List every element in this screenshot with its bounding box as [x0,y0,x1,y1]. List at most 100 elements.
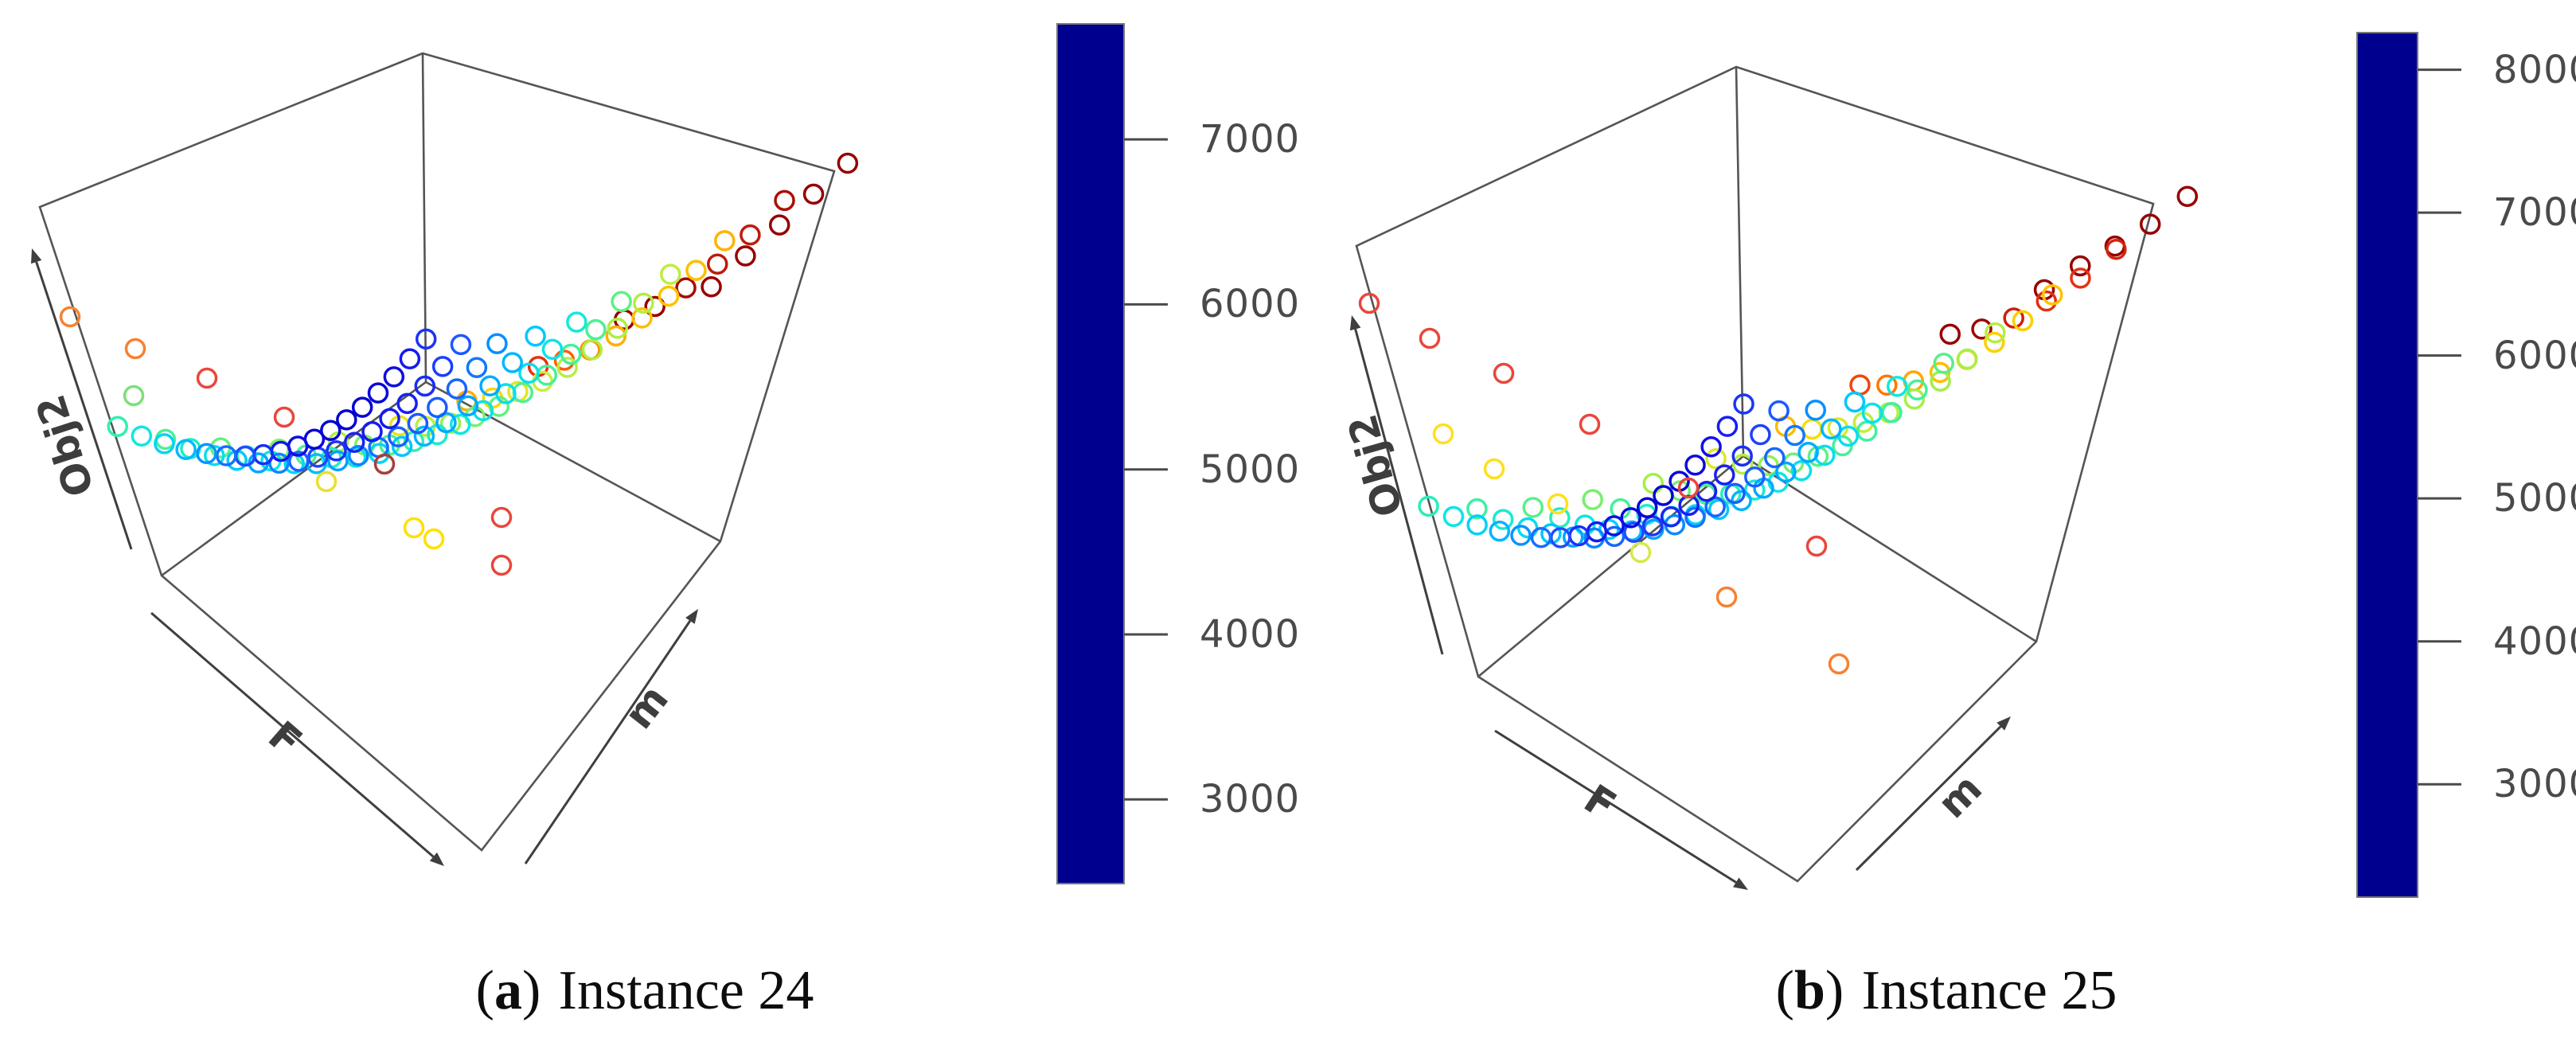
data-point [1733,393,1754,415]
plot-box-outline [38,52,836,852]
data-point [343,431,365,453]
data-point [1582,489,1603,510]
data-point [740,224,761,246]
data-point [351,396,373,418]
data-point [1821,418,1842,440]
axis-arrow-line [1494,729,1737,884]
data-point [1797,441,1819,463]
caption-letter: a [494,960,522,1021]
axis-arrow-head [1996,716,2011,731]
data-point [1744,479,1766,501]
data-point [1708,498,1730,521]
data-point [486,333,508,354]
data-point [391,435,413,458]
data-point-outlier [1547,493,1569,515]
data-point [1837,425,1859,447]
caption-text: Instance 24 [558,960,814,1021]
data-point [1620,507,1641,529]
data-point [1984,331,2005,353]
panel-a-plot [31,23,1168,884]
data-point [450,334,472,356]
data-point [1903,388,1926,410]
data-point [631,307,653,329]
data-point-outlier [1483,458,1505,480]
axis-arrow-line [1354,329,1444,655]
data-point [414,375,436,397]
data-point [707,253,728,275]
data-point [1985,322,2006,344]
data-point [1929,361,1951,384]
data-point-outlier [490,554,513,576]
data-point-outlier [1828,653,1850,675]
data-point-outlier [1805,535,1828,557]
data-point [216,445,237,466]
data-point [1684,506,1706,529]
data-point [2012,310,2034,332]
caption-close-paren: ) [521,960,541,1021]
data-point [1510,525,1532,546]
data-point [1876,374,1898,396]
data-point [502,352,523,373]
data-point [802,183,825,205]
data-point [1549,507,1571,529]
data-point [1466,514,1488,536]
data-point [413,425,435,447]
data-point-outlier [490,506,513,529]
data-point [1844,391,1866,413]
data-point [1801,418,1823,440]
colorbar-tick-b: 8000 [2493,47,2576,92]
data-point [701,276,722,298]
data-point [1768,400,1790,422]
colorbar [2356,32,2418,898]
data-point [2035,290,2058,312]
data-point [288,451,310,472]
data-point [431,356,454,377]
data-point [435,412,457,434]
data-point [714,230,736,252]
data-point [2176,185,2199,207]
data-point [348,444,369,466]
caption-b: (b) Instance 25 [1776,959,2117,1023]
data-point-outlier [1493,362,1515,384]
data-point [1623,521,1645,544]
data-point [1744,466,1766,488]
data-point [658,285,680,307]
data-point [107,416,128,437]
caption-text: Instance 25 [1861,960,2117,1021]
plot-box-outline [1355,65,2155,883]
plot-box-inner-edge [1735,66,1745,457]
colorbar-tick-b: 4000 [2493,619,2576,664]
data-point-outlier [59,306,81,328]
data-point [1775,461,1797,483]
data-point [675,277,697,299]
colorbar-tick-a: 4000 [1200,611,1301,657]
data-point [1907,379,1928,401]
data-point [415,328,437,350]
data-point [388,426,409,447]
data-point [518,362,540,384]
data-point [449,413,471,435]
data-point [399,348,421,370]
panel-b-plot [1349,32,2461,898]
plot-box-inner-edge [1743,455,2037,643]
colorbar-tick-b: 7000 [2493,190,2576,236]
data-point [427,396,448,419]
data-point [611,291,632,313]
data-point [605,325,627,347]
data-point-outlier [196,367,218,389]
data-point [685,260,707,281]
data-point [1732,453,1754,475]
axis-arrow-head [1733,877,1748,890]
data-point [556,357,578,378]
plot-box-inner-edge [421,53,427,383]
data-point [566,311,587,333]
data-point [633,292,654,314]
axis-arrow-head [685,609,698,624]
data-point [1653,485,1674,506]
caption-open-paren: ( [1775,960,1794,1021]
data-point [607,318,628,339]
data-point-outlier [1358,292,1380,314]
data-point-outlier [273,406,295,428]
colorbar-tick-a: 5000 [1200,447,1301,492]
